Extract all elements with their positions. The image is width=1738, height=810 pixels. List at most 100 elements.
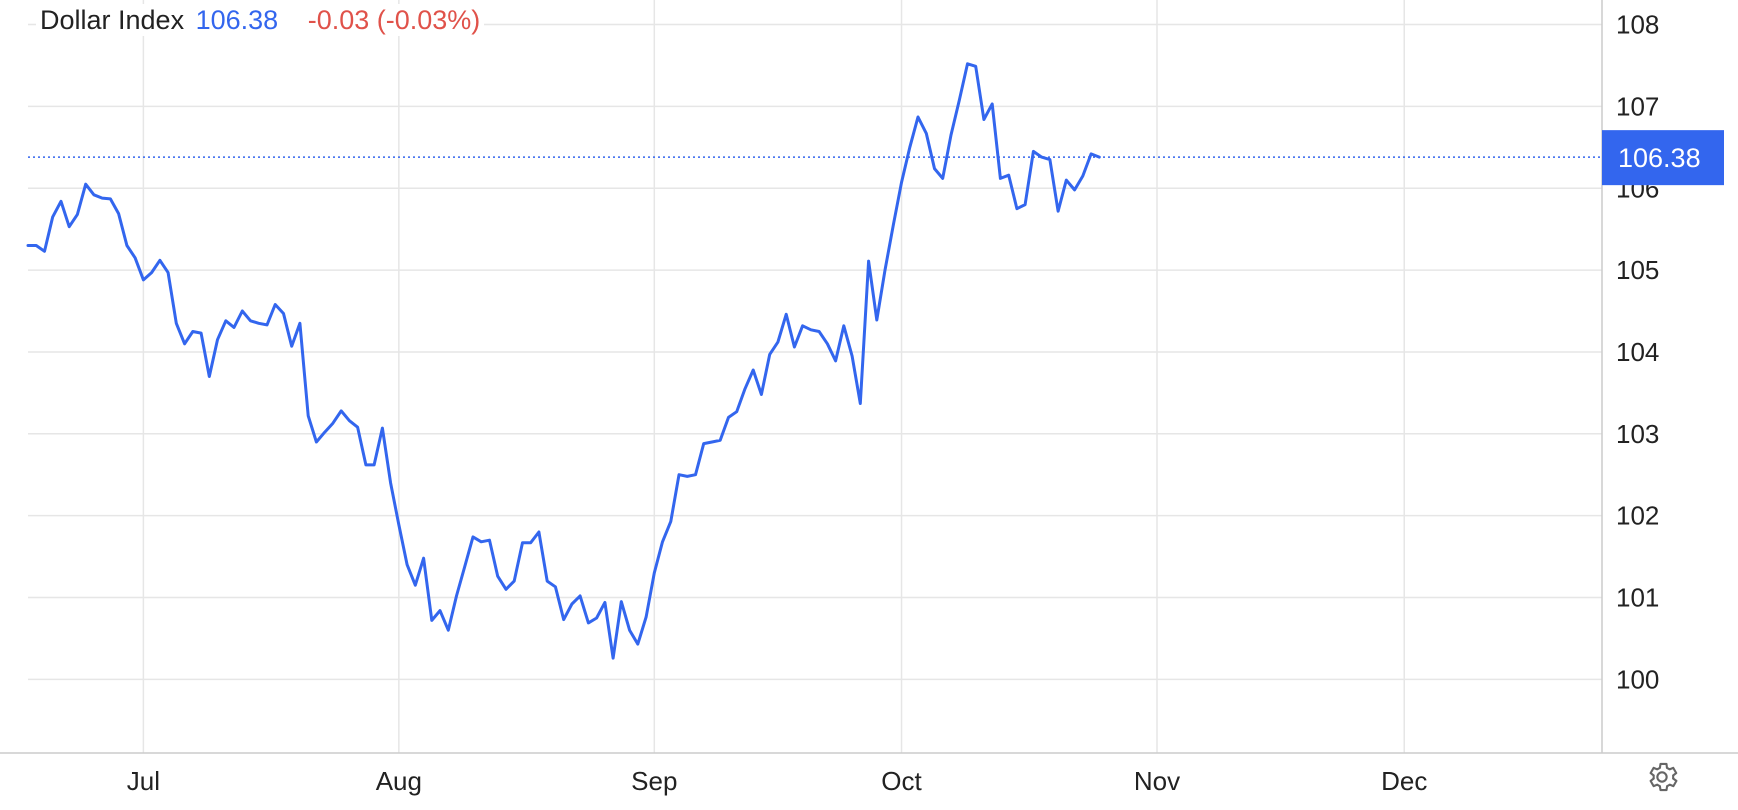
data-point [437,608,443,614]
data-point [536,529,542,535]
data-point [594,615,600,621]
data-point [470,534,476,540]
data-point [223,318,229,324]
y-tick-label: 102 [1616,501,1659,531]
data-point [355,424,361,430]
data-point [849,353,855,359]
data-point [651,570,657,576]
data-point [585,620,591,626]
data-point [313,439,319,445]
data-point [338,408,344,414]
data-point [330,420,336,426]
data-point [1088,151,1094,157]
data-point [198,330,204,336]
data-point [421,555,427,561]
data-point [206,374,212,380]
data-point [627,627,633,633]
data-point [676,472,682,478]
data-point [396,522,402,528]
data-point [363,462,369,468]
series-line[interactable] [26,62,1101,660]
data-point [701,441,707,447]
last-price-tag-label: 106.38 [1618,143,1701,173]
data-point [997,175,1003,181]
data-point [388,480,394,486]
change-value: -0.03 (-0.03%) [307,5,481,35]
data-point [74,211,80,217]
data-point [808,327,814,333]
data-point [1055,208,1061,214]
data-point [107,196,113,202]
data-point [890,222,896,228]
data-point [981,117,987,123]
data-point [83,181,89,187]
data-point [50,214,56,220]
data-point [528,540,534,546]
data-point [750,367,756,373]
data-point [1080,173,1086,179]
x-tick-label: Aug [376,766,422,796]
data-point [717,437,723,443]
data-point [190,329,196,335]
data-point [495,573,501,579]
data-point [25,243,31,249]
data-point [256,320,262,326]
last-price-tag: 106.38 [1602,130,1724,186]
y-tick-label: 105 [1616,255,1659,285]
data-point [956,98,962,104]
data-point [907,144,913,150]
data-point [618,599,624,605]
last-value: 106.38 [195,5,279,35]
data-point [569,601,575,607]
data-point [462,563,468,569]
gear-icon[interactable] [1644,759,1680,795]
data-point [561,617,567,623]
data-point [182,341,188,347]
data-point [99,195,105,201]
data-point [866,258,872,264]
data-point [775,339,781,345]
data-point [1096,154,1102,160]
data-point [693,472,699,478]
data-point [552,584,558,590]
data-point [346,418,352,424]
data-point [445,627,451,633]
chart-legend: Dollar Index 106.38 -0.03 (-0.03%) [36,4,485,36]
data-point [899,180,905,186]
data-point [1006,172,1012,178]
data-point [91,192,97,198]
data-points [25,61,1102,661]
data-point [635,641,641,647]
data-point [602,599,608,605]
data-point [215,337,221,343]
data-point [404,562,410,568]
vertical-gridlines [142,0,1405,753]
data-point [281,311,287,317]
data-point [544,578,550,584]
data-point [948,132,954,138]
y-tick-label: 104 [1616,337,1659,367]
x-axis-tick-labels: Jul Aug Sep Oct Nov Dec [127,766,1428,796]
data-point [478,539,484,545]
data-point [915,114,921,120]
data-point [940,175,946,181]
data-point [264,322,270,328]
data-point [173,320,179,326]
data-point [742,386,748,392]
data-point [487,537,493,543]
data-point [734,409,740,415]
x-tick-label: Jul [127,766,160,796]
data-point [1039,154,1045,160]
data-point [165,270,171,276]
y-tick-label: 101 [1616,582,1659,612]
data-point [371,462,377,468]
data-point [841,323,847,329]
gear-icon-glyph [1649,762,1678,792]
data-point [289,343,295,349]
data-point [1063,177,1069,183]
data-point [857,401,863,407]
data-point [660,539,666,545]
horizontal-gridlines [28,23,1602,681]
